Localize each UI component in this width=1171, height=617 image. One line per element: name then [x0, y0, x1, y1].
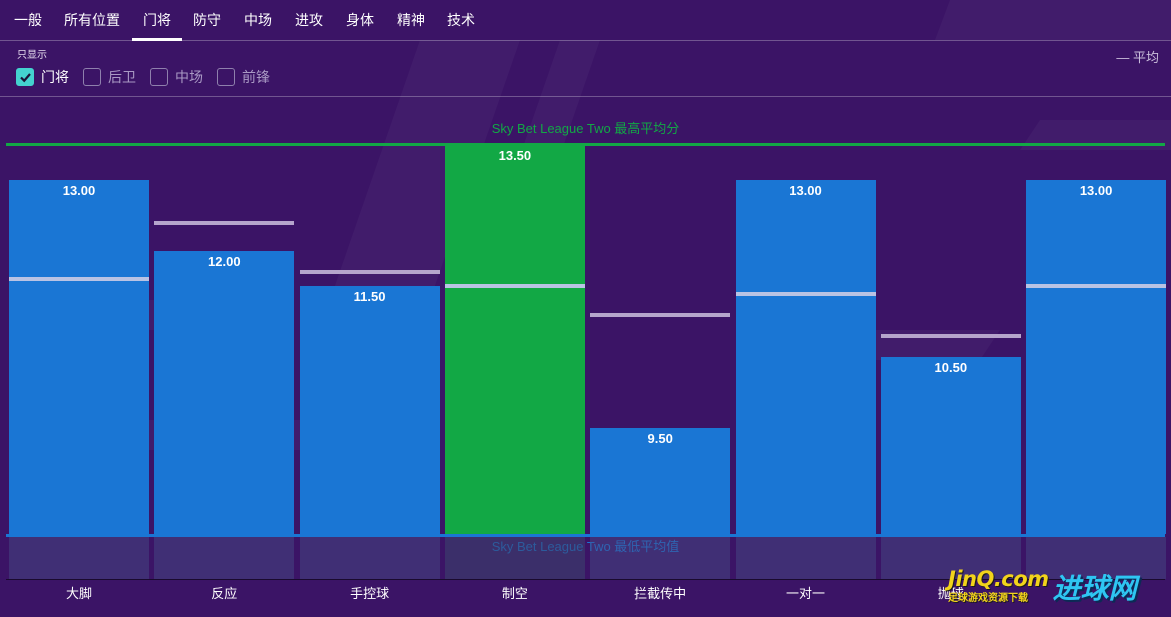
category-label: 反应: [211, 586, 238, 601]
bar[interactable]: 9.50: [590, 427, 731, 534]
bar-base-block: [299, 537, 440, 579]
bar[interactable]: 13.00: [735, 180, 876, 534]
filter-label: 前锋: [242, 69, 270, 85]
watermark-main: JinQ.com: [948, 567, 1049, 591]
filter-caption: 只显示: [17, 50, 47, 61]
max-reference-label: Sky Bet League Two 最高平均分: [491, 121, 680, 136]
checkbox-empty-icon: [150, 68, 168, 86]
check-icon: [16, 68, 34, 86]
average-marker: [299, 270, 440, 275]
attribute-bar-chart: Sky Bet League Two 最高平均分 Sky Bet League …: [0, 97, 1171, 617]
category-label: 拦截传中: [634, 586, 687, 601]
average-marker: [154, 220, 295, 225]
tab-mental[interactable]: 精神: [397, 12, 425, 28]
checkbox-empty-icon: [83, 68, 101, 86]
filter-forward-checkbox[interactable]: 前锋: [217, 67, 270, 87]
max-reference-line: [6, 143, 1165, 146]
watermark-sub: 足球游戏资源下载: [948, 593, 1028, 604]
x-axis-line: [6, 579, 1165, 580]
filter-midfielder-checkbox[interactable]: 中场: [150, 67, 203, 87]
tab-all-positions[interactable]: 所有位置: [64, 12, 120, 28]
bar-value-label: 10.50: [934, 360, 968, 376]
category-label: 抛球: [937, 586, 964, 601]
checkbox-empty-icon: [217, 68, 235, 86]
tab-midfield[interactable]: 中场: [244, 12, 272, 28]
tab-technical[interactable]: 技术: [447, 12, 475, 28]
average-marker: [444, 284, 585, 289]
tab-attacking[interactable]: 进攻: [295, 12, 323, 28]
average-marker: [590, 312, 731, 317]
average-marker: [880, 333, 1021, 338]
min-reference-line: [6, 534, 1165, 537]
watermark-brand: 进球网: [1052, 573, 1137, 604]
filter-goalkeeper-checkbox[interactable]: 门将: [16, 67, 69, 87]
bar-value-label: 13.00: [789, 183, 822, 199]
bar-base-block: [1026, 537, 1167, 579]
bar-base-block: [444, 537, 585, 579]
bar[interactable]: 10.50: [880, 357, 1021, 534]
filter-label: 中场: [175, 69, 203, 85]
filter-label: 后卫: [108, 69, 136, 85]
bar[interactable]: 11.50: [299, 286, 440, 534]
tab-defending[interactable]: 防守: [193, 12, 221, 28]
bar-value-label: 11.50: [353, 289, 386, 305]
legend-average: — 平均: [1116, 50, 1159, 65]
category-label: 手控球: [350, 586, 390, 601]
bar-value-label: 13.00: [62, 183, 96, 199]
category-label: 一对一: [785, 586, 825, 601]
bar[interactable]: 12.00: [154, 251, 295, 534]
bar-base-block: [880, 537, 1021, 579]
watermark-logo: JinQ.com 足球游戏资源下载 进球网: [948, 567, 1163, 611]
bar-value-label: 13.00: [1079, 183, 1113, 199]
filter-defender-checkbox[interactable]: 后卫: [83, 67, 136, 87]
tab-bar: 一般 所有位置 门将 防守 中场 进攻 身体 精神 技术: [0, 0, 1171, 41]
average-marker: [735, 291, 876, 296]
category-label: 大脚: [65, 586, 92, 601]
category-label: 制空: [501, 586, 528, 601]
bar-value-label: 9.50: [647, 430, 673, 446]
bar-base-block: [590, 537, 731, 579]
filter-divider: [0, 96, 1171, 97]
bar-base-block: [735, 537, 876, 579]
average-marker: [9, 277, 149, 282]
bar[interactable]: 13.50: [444, 145, 585, 534]
bar[interactable]: 13.00: [9, 180, 149, 534]
tab-physical[interactable]: 身体: [346, 12, 374, 28]
bar-value-label: 12.00: [208, 254, 241, 270]
filter-label: 门将: [41, 69, 69, 85]
bar[interactable]: 13.00: [1026, 180, 1167, 534]
bar-value-label: 13.50: [498, 148, 532, 163]
tab-general[interactable]: 一般: [14, 12, 42, 28]
tab-goalkeeper[interactable]: 门将: [132, 0, 182, 41]
average-marker: [1026, 284, 1167, 289]
bar-base-block: [9, 537, 149, 579]
bar-base-block: [154, 537, 295, 579]
